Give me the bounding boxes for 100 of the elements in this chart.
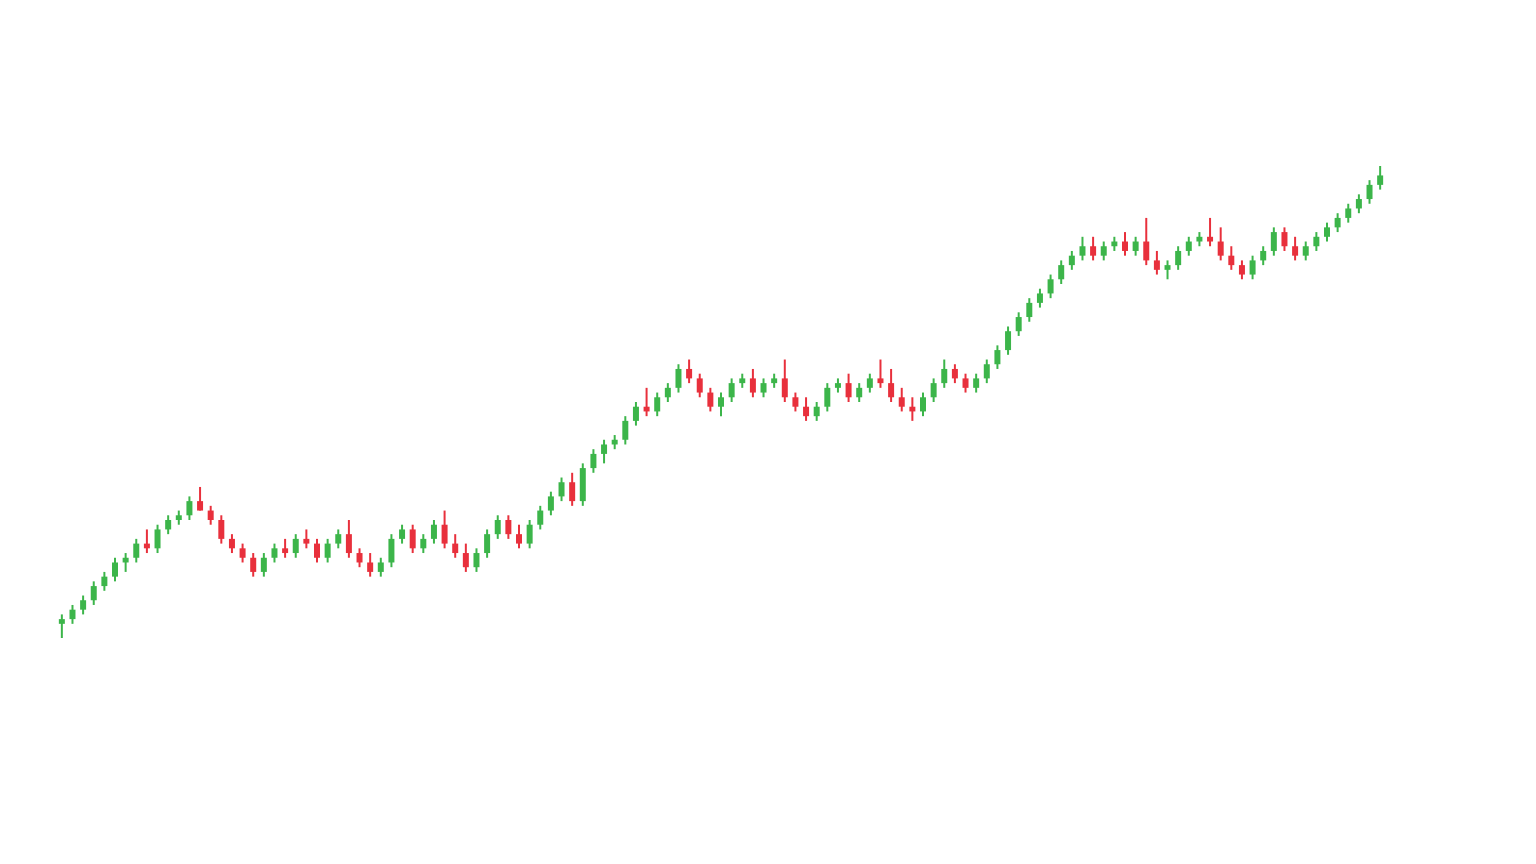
candlestick bbox=[1079, 235, 1086, 262]
candlestick bbox=[1132, 235, 1139, 257]
candlestick bbox=[760, 377, 767, 399]
candlestick bbox=[1334, 212, 1341, 234]
candlestick bbox=[324, 537, 331, 564]
candlestick bbox=[282, 537, 289, 559]
candlestick bbox=[898, 386, 905, 413]
candlestick bbox=[250, 552, 257, 578]
candlestick bbox=[803, 396, 810, 422]
candlestick bbox=[1153, 249, 1160, 276]
candlestick bbox=[186, 495, 193, 521]
candlestick bbox=[484, 528, 491, 559]
candlestick bbox=[1260, 245, 1267, 267]
candlestick bbox=[1249, 254, 1256, 281]
candlestick bbox=[69, 603, 76, 625]
candlestick bbox=[537, 504, 544, 531]
candlestick bbox=[218, 514, 225, 545]
candlestick bbox=[516, 523, 522, 550]
candlestick bbox=[1313, 231, 1320, 252]
candlestick bbox=[866, 372, 873, 394]
candlestick bbox=[547, 490, 554, 517]
candlestick bbox=[409, 523, 416, 555]
candlestick bbox=[165, 514, 172, 536]
candlestick bbox=[526, 519, 533, 550]
candlestick bbox=[696, 372, 703, 399]
candlestick bbox=[1345, 202, 1352, 224]
candlestick bbox=[80, 594, 87, 616]
candlestick bbox=[601, 438, 608, 465]
candlestick bbox=[345, 519, 352, 559]
candlestick bbox=[1026, 297, 1033, 323]
candlestick bbox=[813, 401, 820, 422]
candlestick bbox=[675, 363, 682, 394]
candlestick bbox=[292, 533, 299, 559]
candlestick bbox=[856, 382, 863, 403]
candlestick bbox=[1238, 259, 1245, 281]
candlestick bbox=[569, 471, 576, 507]
candlestick bbox=[473, 547, 480, 573]
candlestick bbox=[1005, 325, 1012, 356]
candlestick bbox=[962, 372, 969, 394]
candlestick bbox=[686, 358, 693, 385]
candlestick bbox=[494, 514, 501, 540]
candlestick bbox=[1164, 259, 1171, 281]
candlestick bbox=[112, 556, 118, 583]
candlestick bbox=[707, 386, 714, 413]
candlestick bbox=[462, 542, 469, 573]
candlestick bbox=[1207, 216, 1214, 248]
candlestick bbox=[781, 358, 788, 403]
candlestick bbox=[441, 509, 448, 550]
candlestick bbox=[994, 344, 1001, 370]
candlestick bbox=[1047, 273, 1054, 300]
candlestick bbox=[728, 377, 735, 403]
candlestick bbox=[1270, 226, 1277, 257]
candlestick bbox=[1185, 235, 1192, 257]
candlestick bbox=[973, 372, 980, 394]
candlestick bbox=[718, 391, 724, 418]
candlestick bbox=[1090, 235, 1097, 262]
candlestick bbox=[239, 542, 246, 564]
candlestick bbox=[951, 363, 958, 385]
candlestick bbox=[335, 528, 342, 550]
candlestick bbox=[260, 552, 267, 578]
candlestick bbox=[133, 537, 140, 564]
candlestick bbox=[399, 523, 406, 545]
candlestick bbox=[664, 382, 671, 403]
candlestick bbox=[845, 372, 852, 403]
candlestick bbox=[1015, 311, 1022, 337]
candlestick bbox=[90, 580, 97, 606]
candlestick bbox=[303, 528, 310, 550]
candlestick bbox=[1377, 165, 1384, 191]
candlestick bbox=[590, 448, 597, 474]
candlestick bbox=[824, 382, 831, 413]
candlestick bbox=[792, 391, 799, 413]
candlestick bbox=[1292, 235, 1299, 262]
candlestick bbox=[920, 391, 926, 418]
candlestick bbox=[888, 367, 895, 403]
candlestick bbox=[654, 391, 661, 418]
candlestick bbox=[941, 358, 948, 389]
candlestick bbox=[430, 519, 437, 545]
candlestick bbox=[877, 358, 884, 389]
candlestick bbox=[622, 415, 629, 446]
candlestick bbox=[271, 542, 278, 564]
candlestick bbox=[1366, 179, 1373, 205]
candlestick bbox=[314, 537, 320, 564]
candlestick bbox=[197, 485, 204, 512]
candlestick bbox=[1228, 245, 1235, 271]
candlestick bbox=[749, 367, 756, 399]
candlestick bbox=[505, 514, 512, 540]
candlestick bbox=[1143, 216, 1150, 267]
candlestick bbox=[377, 556, 384, 578]
candlestick bbox=[1036, 287, 1043, 309]
candlestick bbox=[58, 613, 65, 639]
candlestick bbox=[1058, 259, 1065, 285]
candlestick bbox=[1355, 193, 1362, 215]
candlestick bbox=[101, 570, 108, 592]
candlestick bbox=[1122, 231, 1128, 257]
candlestick bbox=[1302, 240, 1309, 262]
candlestick bbox=[207, 504, 214, 526]
candlestick bbox=[1175, 245, 1182, 271]
candlestick bbox=[154, 523, 161, 555]
candlestick bbox=[228, 533, 235, 555]
candlestick bbox=[1217, 226, 1224, 262]
